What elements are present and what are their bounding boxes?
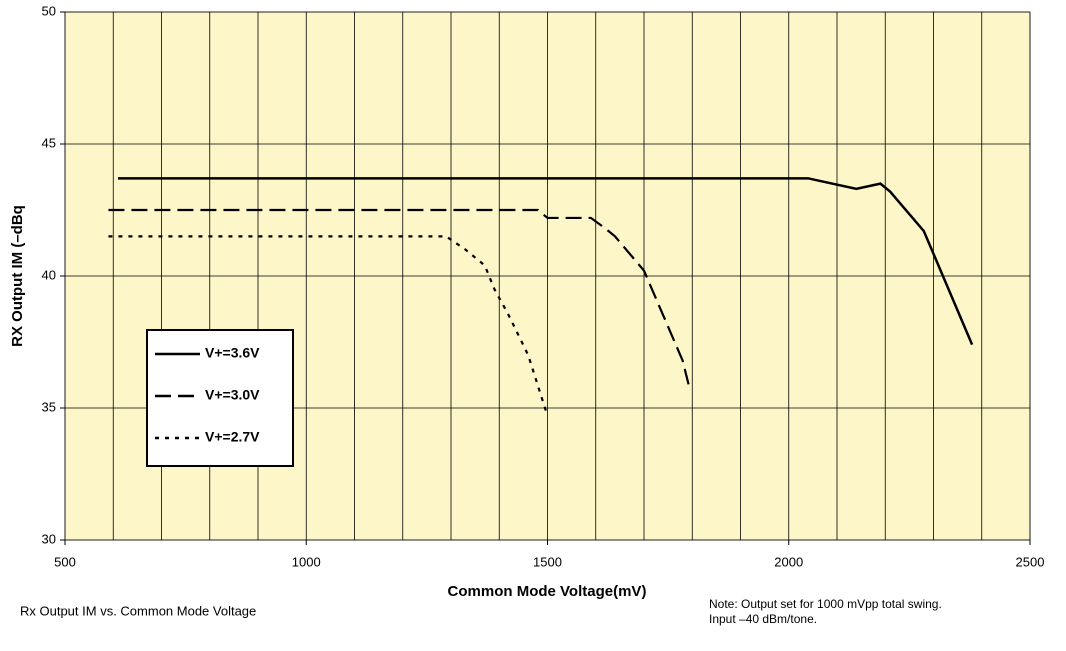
note: Input –40 dBm/tone.	[709, 612, 817, 626]
legend-label: V+=3.6V	[205, 345, 260, 361]
series-line	[108, 208, 691, 390]
y-tick-label: 45	[42, 135, 56, 150]
x-tick-label: 1000	[292, 554, 321, 569]
note: Note: Output set for 1000 mVpp total swi…	[709, 597, 942, 611]
y-tick-label: 30	[42, 531, 56, 546]
legend-label: V+=2.7V	[205, 429, 260, 445]
series-line	[118, 177, 974, 346]
y-tick-label: 50	[42, 3, 56, 18]
x-tick-label: 2000	[774, 554, 803, 569]
x-tick-label: 1500	[533, 554, 562, 569]
legend-box	[146, 329, 294, 467]
legend-label: V+=3.0V	[205, 387, 260, 403]
x-axis-label: Common Mode Voltage(mV)	[448, 583, 647, 600]
caption: Rx Output IM vs. Common Mode Voltage	[20, 603, 256, 618]
series-line	[108, 235, 549, 417]
y-tick-label: 35	[42, 399, 56, 414]
x-tick-label: 2500	[1016, 554, 1045, 569]
y-tick-label: 40	[42, 267, 56, 282]
x-tick-label: 500	[54, 554, 76, 569]
y-axis-label: RX Output IM (–dBq	[9, 205, 26, 347]
